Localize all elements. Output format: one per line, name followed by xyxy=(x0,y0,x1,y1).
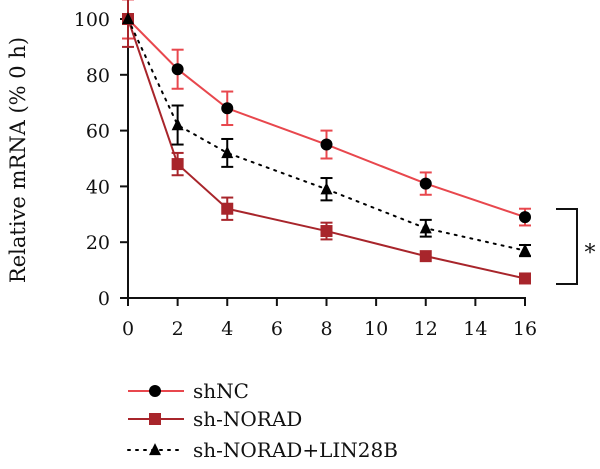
y-ticks: 0 20 40 60 80 100 xyxy=(74,9,128,310)
x-tick-label: 2 xyxy=(172,318,184,340)
data-point-square xyxy=(221,202,234,215)
x-tick-label: 6 xyxy=(271,318,283,340)
y-tick-label: 20 xyxy=(86,232,110,254)
legend-label: sh-NORAD xyxy=(193,407,302,431)
series-sh-norad-lin28b xyxy=(122,12,531,258)
data-point-square xyxy=(519,272,531,285)
legend-item: sh-NORAD xyxy=(128,407,302,431)
x-tick-label: 16 xyxy=(513,318,537,340)
legend: shNC sh-NORAD sh-NORAD+LIN28B xyxy=(127,379,398,462)
data-point-circle xyxy=(149,385,161,397)
x-tick-label: 14 xyxy=(463,318,487,340)
data-point-square xyxy=(149,413,161,425)
data-point-triangle xyxy=(519,243,531,256)
y-tick-label: 0 xyxy=(98,288,110,310)
x-tick-label: 8 xyxy=(320,318,332,340)
series-layer xyxy=(122,0,531,285)
x-tick-label: 0 xyxy=(122,318,134,340)
data-point-square xyxy=(419,250,432,263)
legend-item: sh-NORAD+LIN28B xyxy=(127,438,398,462)
significance-mark: * xyxy=(585,241,596,266)
data-point-circle xyxy=(320,138,333,151)
data-point-circle xyxy=(221,102,234,115)
y-axis-title: Relative mRNA (% 0 h) xyxy=(6,37,30,283)
series-shnc xyxy=(122,0,531,227)
x-ticks: 0 2 4 6 8 10 12 14 16 xyxy=(122,298,537,340)
data-point-triangle xyxy=(419,221,432,234)
data-point-triangle xyxy=(122,12,134,25)
y-tick-label: 60 xyxy=(86,121,110,143)
legend-label: shNC xyxy=(193,379,249,403)
data-point-circle xyxy=(419,177,432,190)
data-point-triangle xyxy=(149,443,161,456)
y-tick-label: 100 xyxy=(74,9,110,31)
x-tick-label: 12 xyxy=(414,318,438,340)
significance-bracket: * xyxy=(556,208,596,285)
data-point-circle xyxy=(171,63,184,76)
data-point-triangle xyxy=(171,118,184,131)
series-line xyxy=(127,18,526,252)
data-point-square xyxy=(320,225,333,238)
series-line xyxy=(127,18,526,280)
x-tick-label: 4 xyxy=(221,318,233,340)
data-point-triangle xyxy=(221,146,234,159)
legend-item: shNC xyxy=(128,379,249,403)
data-point-triangle xyxy=(320,182,333,195)
data-point-square xyxy=(171,158,184,171)
y-tick-label: 80 xyxy=(86,65,110,87)
data-point-circle xyxy=(519,211,531,224)
series-line xyxy=(127,18,526,219)
legend-label: sh-NORAD+LIN28B xyxy=(193,438,398,462)
x-tick-label: 10 xyxy=(364,318,388,340)
y-tick-label: 40 xyxy=(86,176,110,198)
bracket-line xyxy=(556,208,578,285)
